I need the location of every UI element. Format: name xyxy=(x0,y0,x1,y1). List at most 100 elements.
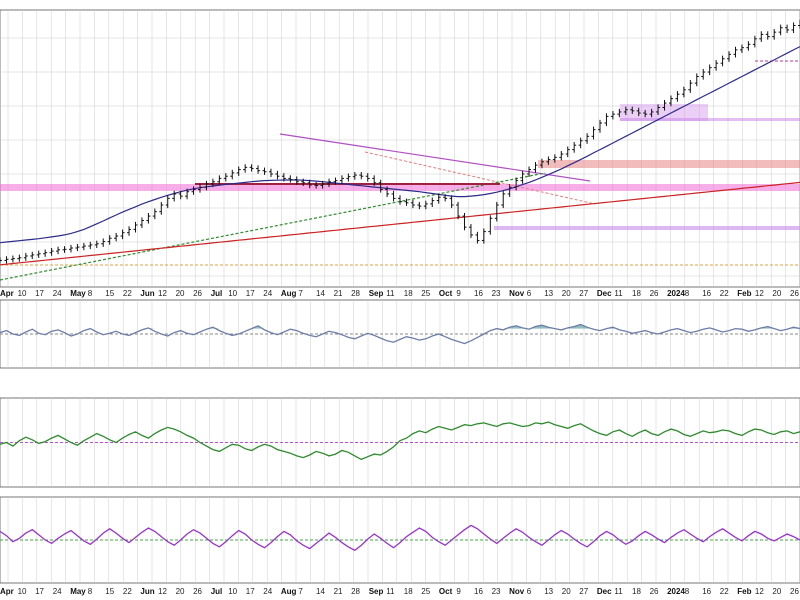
x-tick-label-row2: 9 xyxy=(456,587,461,596)
x-tick-label-row2: 16 xyxy=(474,587,483,596)
low-zone-lavender xyxy=(494,226,800,230)
x-tick-label-row1: Apr xyxy=(0,289,14,298)
x-tick-label-row1: Jun xyxy=(140,289,154,298)
indicator-2-line xyxy=(0,421,800,461)
x-tick-label-row1: 20 xyxy=(772,289,781,298)
x-tick-label-row2: 17 xyxy=(246,587,255,596)
x-tick-label-row1: Aug xyxy=(281,289,297,298)
x-tick-label-row2: 26 xyxy=(193,587,202,596)
x-tick-label-row2: 22 xyxy=(123,587,132,596)
x-tick-label-row1: 11 xyxy=(614,289,623,298)
x-tick-label-row2: Feb xyxy=(737,587,751,596)
x-tick-label-row2: 16 xyxy=(702,587,711,596)
x-tick-label-row1: 16 xyxy=(702,289,711,298)
x-tick-label-row2: 7 xyxy=(298,587,303,596)
x-tick-label-row1: 13 xyxy=(544,289,553,298)
x-tick-label-row1: 18 xyxy=(632,289,641,298)
x-tick-label-row1: 26 xyxy=(790,289,799,298)
x-tick-label-row2: 24 xyxy=(53,587,62,596)
x-tick-label-row2: 20 xyxy=(772,587,781,596)
x-tick-label-row1: 9 xyxy=(456,289,461,298)
x-tick-label-row1: 17 xyxy=(35,289,44,298)
trendline-dashed-red xyxy=(364,151,596,205)
x-tick-label-row1: 17 xyxy=(246,289,255,298)
x-tick-label-row1: 12 xyxy=(158,289,167,298)
x-tick-label-row1: Oct xyxy=(439,289,453,298)
panel-frame-price xyxy=(0,9,800,288)
x-tick-label-row2: 26 xyxy=(790,587,799,596)
trendline-green-rising xyxy=(0,172,546,281)
price-bars-group xyxy=(0,19,800,264)
x-tick-label-row2: 8 xyxy=(88,587,93,596)
x-tick-label-row1: Nov xyxy=(509,289,525,298)
x-tick-label-row2: 10 xyxy=(228,587,237,596)
x-tick-label-row1: 25 xyxy=(421,289,430,298)
x-tick-label-row2: 23 xyxy=(492,587,501,596)
x-tick-label-row1: 24 xyxy=(53,289,62,298)
x-tick-label-row1: 18 xyxy=(404,289,413,298)
x-tick-label-row2: 10 xyxy=(18,587,27,596)
x-tick-label-row2: 18 xyxy=(404,587,413,596)
x-tick-label-row1: 24 xyxy=(263,289,272,298)
x-tick-label-row2: 11 xyxy=(614,587,623,596)
x-tick-label-row2: 20 xyxy=(176,587,185,596)
x-tick-label-row2: Jun xyxy=(140,587,154,596)
x-tick-label-row2: 12 xyxy=(158,587,167,596)
x-tick-label-row2: Apr xyxy=(0,587,14,596)
x-tick-label-row2: 17 xyxy=(35,587,44,596)
x-tick-label-row1: Jul xyxy=(211,289,223,298)
x-tick-label-row2: 22 xyxy=(720,587,729,596)
x-tick-label-row1: 14 xyxy=(316,289,325,298)
x-tick-label-row1: 15 xyxy=(105,289,114,298)
x-tick-label-row1: 10 xyxy=(228,289,237,298)
x-tick-label-row1: 26 xyxy=(193,289,202,298)
x-tick-label-row2: 15 xyxy=(105,587,114,596)
x-tick-label-row2: Nov xyxy=(509,587,525,596)
x-tick-label-row1: 8 xyxy=(685,289,690,298)
x-tick-label-row2: 14 xyxy=(316,587,325,596)
x-tick-label-row2: Aug xyxy=(281,587,297,596)
x-tick-label-row1: Feb xyxy=(737,289,751,298)
support-zone-pink xyxy=(0,184,800,191)
x-tick-label-row1: 2024 xyxy=(667,289,685,298)
x-tick-label-row2: Oct xyxy=(439,587,453,596)
x-tick-label-row2: 2024 xyxy=(667,587,685,596)
x-tick-label-row1: 23 xyxy=(492,289,501,298)
resistance-zone-red xyxy=(538,160,800,168)
x-tick-label-row1: May xyxy=(70,289,86,298)
x-tick-label-row2: 13 xyxy=(544,587,553,596)
x-tick-label-row2: Jul xyxy=(211,587,223,596)
x-tick-label-row2: 12 xyxy=(755,587,764,596)
x-tick-label-row1: 6 xyxy=(527,289,532,298)
x-tick-label-row2: Sep xyxy=(369,587,384,596)
ma-short-line xyxy=(0,46,800,244)
indicator-3-line xyxy=(0,524,800,552)
ma-long-line xyxy=(0,181,800,266)
x-tick-label-row2: 24 xyxy=(263,587,272,596)
x-tick-label-row1: 16 xyxy=(474,289,483,298)
x-tick-label-row2: 18 xyxy=(632,587,641,596)
x-tick-label-row1: 10 xyxy=(18,289,27,298)
x-tick-label-row1: 11 xyxy=(386,289,395,298)
x-tick-label-row1: 28 xyxy=(351,289,360,298)
indicator-1-line xyxy=(0,323,800,345)
x-tick-label-row1: 12 xyxy=(755,289,764,298)
consolidation-zone-lavender xyxy=(620,104,708,121)
x-tick-label-row2: 11 xyxy=(386,587,395,596)
trendline-magenta-descending xyxy=(279,133,591,182)
x-tick-label-row1: 8 xyxy=(88,289,93,298)
x-tick-label-row2: 8 xyxy=(685,587,690,596)
x-tick-label-row1: 20 xyxy=(176,289,185,298)
support-line-lavender xyxy=(620,118,800,121)
x-tick-label-row2: 28 xyxy=(351,587,360,596)
x-tick-label-row1: 26 xyxy=(650,289,659,298)
x-tick-label-row2: 25 xyxy=(421,587,430,596)
x-tick-label-row1: 7 xyxy=(298,289,303,298)
x-tick-label-row1: 27 xyxy=(579,289,588,298)
x-tick-label-row1: Sep xyxy=(369,289,384,298)
x-tick-label-row2: Dec xyxy=(597,587,612,596)
x-tick-label-row2: May xyxy=(70,587,86,596)
x-tick-label-row1: Dec xyxy=(597,289,612,298)
